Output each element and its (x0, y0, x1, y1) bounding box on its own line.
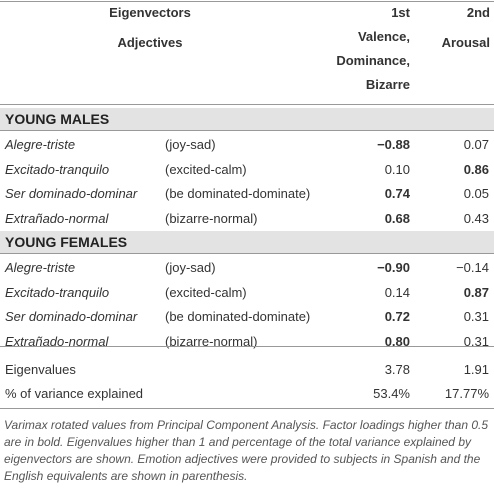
value: 0.10 (384, 161, 410, 177)
adjective: Alegre-triste (5, 260, 76, 275)
header-text: Eigenvectors (109, 5, 191, 20)
header-text: Arousal (441, 35, 490, 50)
body-rule (0, 346, 494, 347)
summary-value: 53.4% (373, 386, 410, 401)
value: −0.88 (377, 137, 410, 152)
english: (excited-calm) (165, 161, 247, 177)
header-text: Valence, (357, 29, 410, 44)
adjective: Extrañado-normal (5, 210, 109, 226)
header-text: Dominance, (336, 53, 410, 68)
english: (bizarre-normal) (165, 333, 258, 349)
summary-label: % of variance explained (5, 386, 144, 401)
english: (bizarre-normal) (165, 210, 258, 226)
bottom-rule (0, 408, 494, 409)
value: 0.31 (463, 333, 489, 349)
section-band (0, 231, 494, 253)
english: (joy-sad) (165, 260, 216, 275)
summary-label: Eigenvalues (5, 362, 76, 377)
value: 0.87 (463, 284, 489, 300)
adjective: Alegre-triste (5, 137, 76, 152)
summary-value: 1.91 (463, 362, 489, 377)
adjective: Ser dominado-dominar (5, 309, 138, 324)
section-rule (0, 130, 494, 131)
value: 0.07 (463, 137, 489, 152)
adjective: Excitado-tranquilo (5, 161, 110, 177)
section-title: YOUNG FEMALES (5, 234, 128, 250)
header-text: Adjectives (117, 35, 183, 50)
summary-value: 3.78 (384, 362, 410, 377)
value: 0.31 (463, 309, 489, 324)
header-rule (0, 104, 494, 105)
header-text: 2nd (466, 5, 490, 20)
summary-value: 17.77% (444, 386, 489, 401)
english: (be dominated-dominate) (165, 186, 311, 201)
header-text: Bizarre (365, 77, 410, 92)
value: 0.68 (384, 210, 410, 226)
adjective: Extrañado-normal (5, 333, 109, 349)
value: 0.74 (384, 186, 410, 201)
value: −0.90 (377, 260, 410, 275)
value: 0.86 (463, 161, 489, 177)
value: 0.80 (384, 333, 410, 349)
value: −0.14 (456, 260, 489, 275)
header-text: 1st (391, 5, 410, 20)
value: 0.05 (463, 186, 489, 201)
value: 0.43 (463, 210, 489, 226)
english: (be dominated-dominate) (165, 309, 311, 324)
value: 0.72 (384, 309, 410, 324)
value: 0.14 (384, 284, 410, 300)
section-band (0, 108, 494, 130)
english: (excited-calm) (165, 284, 247, 300)
section-rule (0, 253, 494, 254)
adjective: Ser dominado-dominar (5, 186, 138, 201)
section-title: YOUNG MALES (5, 111, 110, 127)
adjective: Excitado-tranquilo (5, 284, 110, 300)
footnote: Varimax rotated values from Principal Co… (4, 418, 489, 483)
top-rule (0, 1, 494, 2)
english: (joy-sad) (165, 137, 216, 152)
